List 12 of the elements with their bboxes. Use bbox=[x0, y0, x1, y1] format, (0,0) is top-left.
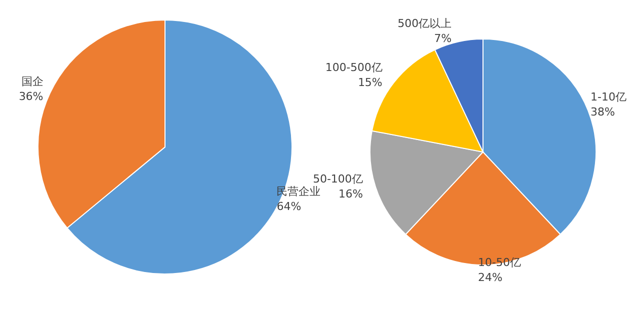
data-label: 36% bbox=[18, 90, 44, 104]
slice-label: 100-500亿 bbox=[325, 60, 382, 74]
data-label: 7% bbox=[434, 32, 452, 45]
data-label: 24% bbox=[478, 271, 502, 284]
data-label: 64% bbox=[276, 200, 302, 213]
slice-label: 国企 bbox=[21, 75, 44, 88]
slice-label: 500亿以上 bbox=[398, 16, 452, 30]
slice-label: 50-100亿 bbox=[312, 172, 363, 186]
data-label: 38% bbox=[590, 105, 615, 118]
data-label: 15% bbox=[358, 76, 382, 89]
data-label: 16% bbox=[338, 187, 363, 200]
slice-label: 1-10亿 bbox=[590, 90, 626, 104]
